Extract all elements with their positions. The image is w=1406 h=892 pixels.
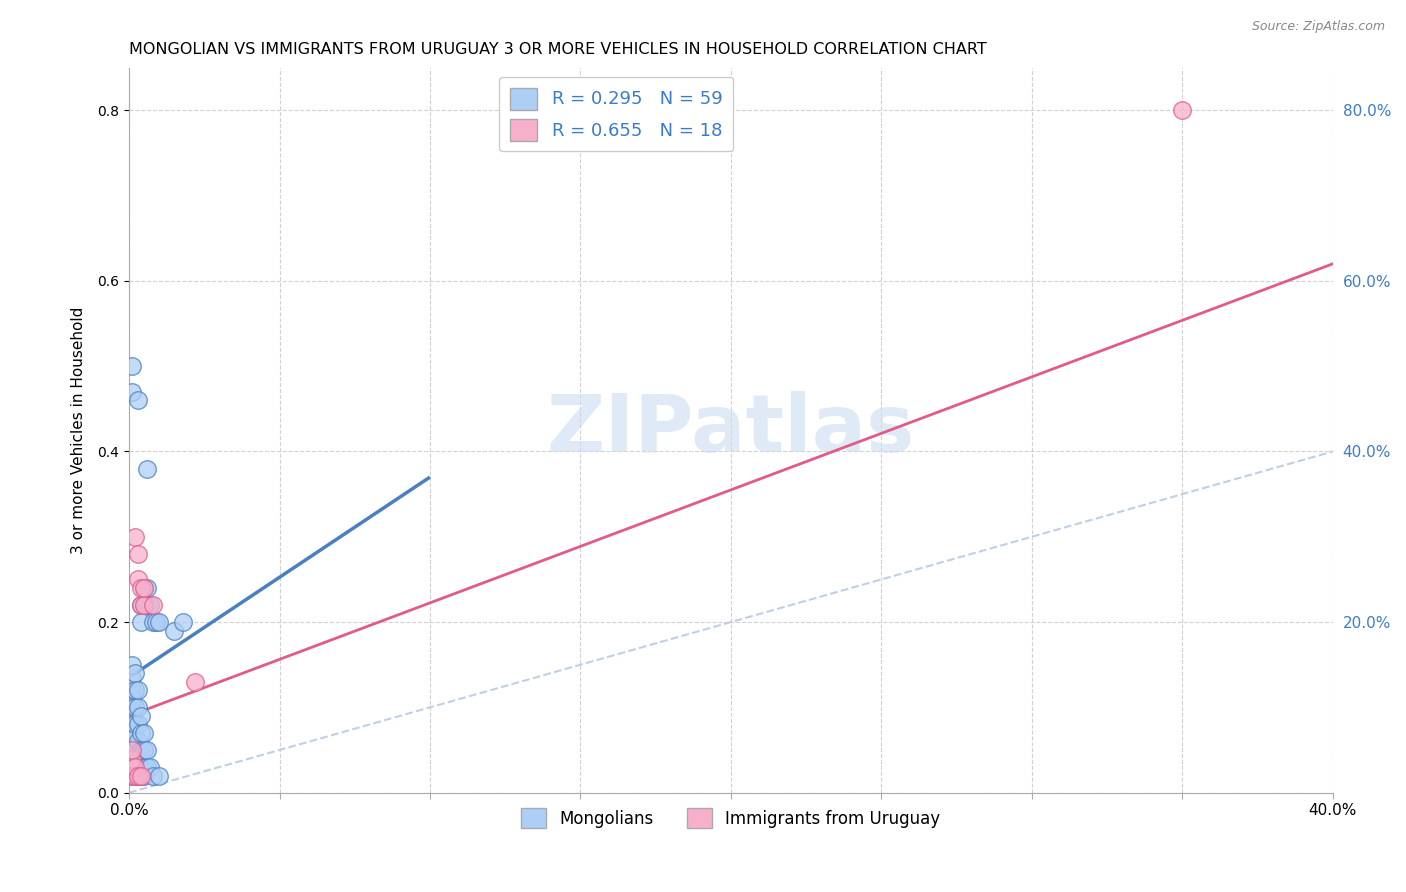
Point [121, 657, 143, 672]
Point [121, 709, 143, 723]
Point [145, 615, 167, 629]
Point [129, 598, 152, 612]
Point [148, 615, 170, 629]
Point [136, 760, 159, 774]
Point [129, 743, 152, 757]
Point [121, 769, 143, 783]
Point [136, 598, 159, 612]
Text: Source: ZipAtlas.com: Source: ZipAtlas.com [1251, 20, 1385, 33]
Point [121, 359, 143, 374]
Point [124, 743, 146, 757]
Point [136, 743, 159, 757]
Point [124, 751, 146, 765]
Point [121, 683, 143, 698]
Point [127, 547, 149, 561]
Point [129, 615, 152, 629]
Point [142, 769, 165, 783]
Point [148, 769, 170, 783]
Point [124, 760, 146, 774]
Point [124, 683, 146, 698]
Point [121, 717, 143, 731]
Point [134, 581, 156, 595]
Point [134, 769, 156, 783]
Point [121, 760, 143, 774]
Point [142, 598, 165, 612]
Point [124, 530, 146, 544]
Point [136, 461, 159, 475]
Point [134, 598, 156, 612]
Point [129, 769, 152, 783]
Point [1171, 103, 1194, 118]
Point [129, 598, 152, 612]
Point [134, 760, 156, 774]
Point [121, 743, 143, 757]
Point [124, 730, 146, 744]
Point [124, 717, 146, 731]
Y-axis label: 3 or more Vehicles in Household: 3 or more Vehicles in Household [72, 307, 86, 554]
Point [134, 598, 156, 612]
Point [134, 726, 156, 740]
Point [121, 743, 143, 757]
Point [127, 393, 149, 408]
Point [121, 384, 143, 399]
Point [127, 700, 149, 714]
Point [136, 581, 159, 595]
Point [129, 760, 152, 774]
Point [163, 624, 186, 638]
Point [124, 769, 146, 783]
Point [124, 760, 146, 774]
Point [121, 769, 143, 783]
Point [121, 726, 143, 740]
Point [127, 683, 149, 698]
Point [121, 751, 143, 765]
Point [124, 666, 146, 681]
Point [121, 760, 143, 774]
Point [127, 769, 149, 783]
Point [127, 751, 149, 765]
Point [142, 615, 165, 629]
Point [129, 581, 152, 595]
Point [139, 598, 162, 612]
Point [124, 700, 146, 714]
Point [121, 734, 143, 748]
Point [127, 734, 149, 748]
Point [127, 573, 149, 587]
Point [129, 726, 152, 740]
Point [172, 615, 194, 629]
Point [127, 769, 149, 783]
Point [124, 769, 146, 783]
Text: MONGOLIAN VS IMMIGRANTS FROM URUGUAY 3 OR MORE VEHICLES IN HOUSEHOLD CORRELATION: MONGOLIAN VS IMMIGRANTS FROM URUGUAY 3 O… [129, 42, 987, 57]
Point [129, 769, 152, 783]
Point [121, 671, 143, 685]
Point [121, 691, 143, 706]
Text: ZIPatlas: ZIPatlas [547, 392, 915, 469]
Point [134, 581, 156, 595]
Point [127, 717, 149, 731]
Point [139, 760, 162, 774]
Point [184, 674, 207, 689]
Point [127, 760, 149, 774]
Point [121, 751, 143, 765]
Point [129, 709, 152, 723]
Point [134, 743, 156, 757]
Point [121, 700, 143, 714]
Legend: Mongolians, Immigrants from Uruguay: Mongolians, Immigrants from Uruguay [515, 801, 948, 835]
